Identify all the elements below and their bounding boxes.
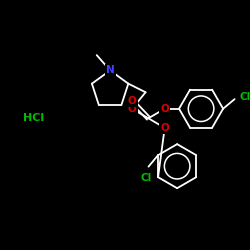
- Text: Cl: Cl: [141, 173, 152, 183]
- Text: O: O: [128, 104, 136, 114]
- Text: N: N: [106, 66, 114, 76]
- Text: O: O: [160, 104, 169, 114]
- Text: O: O: [160, 123, 169, 133]
- Text: O: O: [128, 96, 136, 106]
- Text: Cl: Cl: [240, 92, 250, 102]
- Text: HCl: HCl: [23, 113, 44, 123]
